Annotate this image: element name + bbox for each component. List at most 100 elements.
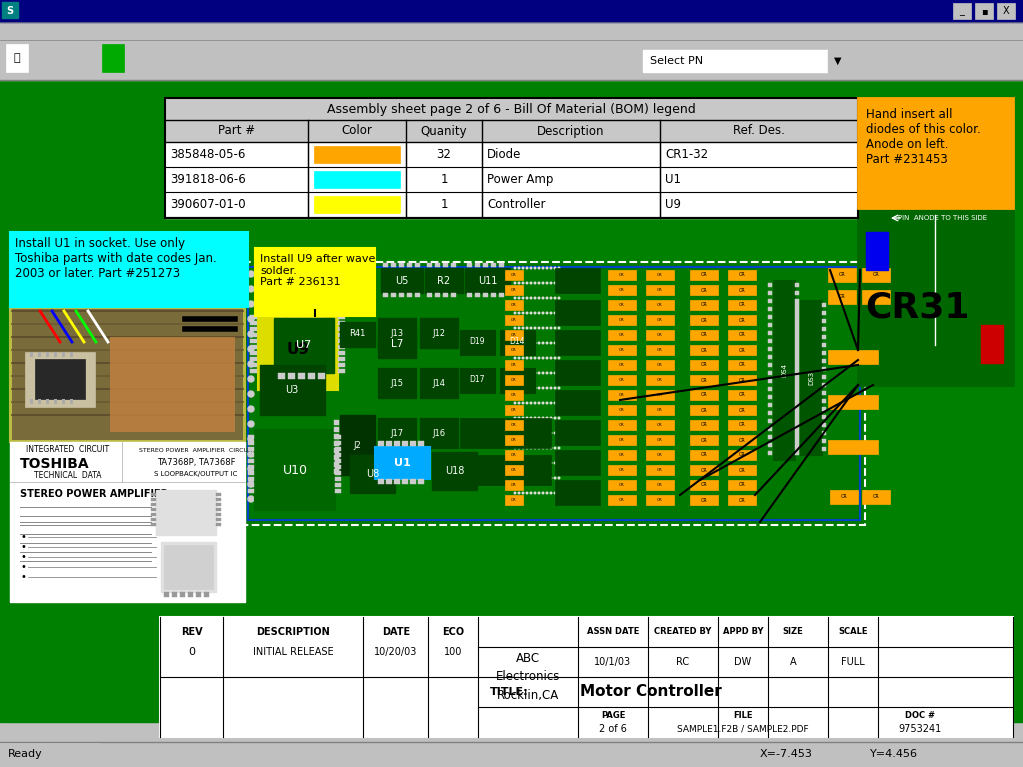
Text: Motor Controller: Motor Controller xyxy=(580,684,722,700)
Bar xyxy=(822,303,826,307)
Circle shape xyxy=(550,432,551,434)
Text: CR: CR xyxy=(512,423,517,427)
Bar xyxy=(443,293,448,297)
Bar xyxy=(570,44,592,72)
Text: DS3: DS3 xyxy=(808,370,814,384)
Bar xyxy=(728,330,756,340)
Text: PAGE: PAGE xyxy=(601,710,625,719)
Bar xyxy=(451,263,456,267)
Circle shape xyxy=(554,342,555,344)
Circle shape xyxy=(542,328,544,329)
Bar xyxy=(505,405,523,415)
Text: CR: CR xyxy=(657,333,663,337)
Text: SIZE: SIZE xyxy=(783,627,803,637)
Text: S LOOPBACK/OUTPUT IC: S LOOPBACK/OUTPUT IC xyxy=(154,471,237,477)
Bar xyxy=(260,365,325,415)
Text: CR: CR xyxy=(619,378,625,382)
Circle shape xyxy=(538,357,540,359)
Bar xyxy=(335,489,341,493)
Bar xyxy=(795,351,799,355)
Text: CR: CR xyxy=(701,423,707,427)
Circle shape xyxy=(526,297,528,299)
Bar xyxy=(285,302,292,309)
Bar xyxy=(608,420,636,430)
Text: J17: J17 xyxy=(391,429,403,437)
Bar xyxy=(728,270,756,280)
Bar xyxy=(828,50,848,72)
Bar xyxy=(505,285,523,295)
Circle shape xyxy=(559,477,560,479)
Bar xyxy=(800,300,822,455)
Text: Color: Color xyxy=(342,124,372,137)
Circle shape xyxy=(546,387,547,389)
Bar xyxy=(165,98,858,120)
Text: CR1-32: CR1-32 xyxy=(665,148,708,161)
Circle shape xyxy=(248,331,254,337)
Bar xyxy=(768,403,772,407)
Text: Select PN: Select PN xyxy=(650,56,703,66)
Bar xyxy=(368,44,390,72)
Circle shape xyxy=(554,282,555,284)
Bar xyxy=(282,44,304,72)
Bar xyxy=(822,311,826,315)
Bar xyxy=(420,418,458,448)
Circle shape xyxy=(554,447,555,449)
Text: X: X xyxy=(1003,6,1010,16)
Circle shape xyxy=(534,297,536,299)
Bar xyxy=(275,390,282,397)
Circle shape xyxy=(554,312,555,314)
Circle shape xyxy=(534,387,536,389)
Bar xyxy=(768,411,772,415)
Bar xyxy=(338,369,345,373)
Bar xyxy=(435,293,440,297)
Text: Place Models: Place Models xyxy=(185,26,258,36)
Bar xyxy=(499,263,504,267)
Bar xyxy=(822,351,826,355)
Circle shape xyxy=(515,477,516,479)
Text: CR: CR xyxy=(619,363,625,367)
Text: CR: CR xyxy=(657,318,663,322)
Bar xyxy=(768,443,772,447)
Bar xyxy=(768,339,772,343)
Circle shape xyxy=(248,406,254,412)
Circle shape xyxy=(248,481,254,487)
Text: •: • xyxy=(20,542,26,552)
Circle shape xyxy=(554,402,555,403)
Circle shape xyxy=(550,387,551,389)
Bar xyxy=(427,263,432,267)
Bar xyxy=(295,390,302,397)
Text: TA7368P, TA7368F: TA7368P, TA7368F xyxy=(157,457,235,466)
Bar xyxy=(0,743,100,765)
Bar xyxy=(333,434,339,439)
Bar xyxy=(795,299,799,303)
Circle shape xyxy=(530,357,532,359)
Bar xyxy=(38,352,41,357)
Bar xyxy=(338,321,345,325)
Circle shape xyxy=(248,346,254,352)
Bar xyxy=(216,513,221,516)
Text: CR: CR xyxy=(619,318,625,322)
Bar xyxy=(646,360,674,370)
Bar xyxy=(768,363,772,367)
Bar xyxy=(822,399,826,403)
Bar xyxy=(862,290,890,304)
Text: CR: CR xyxy=(657,378,663,382)
Circle shape xyxy=(559,357,560,359)
Circle shape xyxy=(546,417,547,419)
Circle shape xyxy=(519,492,520,494)
Bar xyxy=(608,345,636,355)
Bar xyxy=(35,359,85,399)
Bar xyxy=(102,44,124,72)
Bar xyxy=(822,391,826,395)
Text: Hand insert all
diodes of this color.
Anode on left.
Part #231453: Hand insert all diodes of this color. An… xyxy=(866,108,981,166)
Bar xyxy=(338,327,345,331)
Text: CR: CR xyxy=(512,303,517,307)
Text: ASSN DATE: ASSN DATE xyxy=(587,627,639,637)
Circle shape xyxy=(546,357,547,359)
Text: CR: CR xyxy=(512,348,517,352)
Circle shape xyxy=(546,447,547,449)
Bar xyxy=(546,44,568,72)
Bar xyxy=(848,50,870,72)
Text: CR: CR xyxy=(739,498,746,502)
Bar xyxy=(460,368,495,393)
